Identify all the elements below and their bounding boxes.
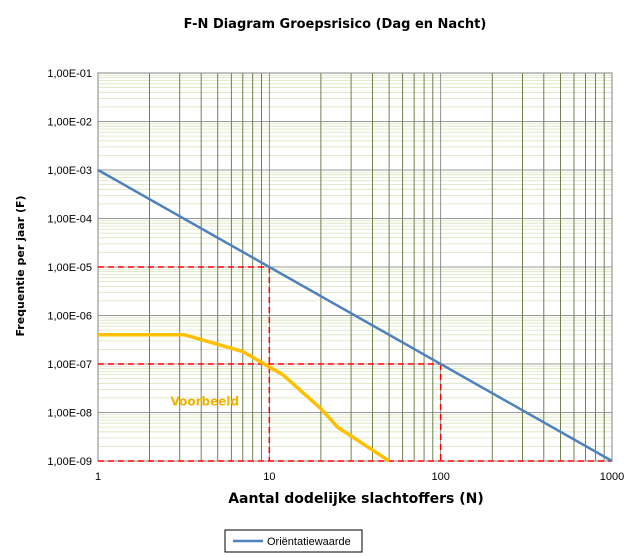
- x-tick-label: 10: [263, 471, 275, 483]
- tick-labels: 1,00E-09 1,00E-08 1,00E-07 1,00E-06 1,00E-05…: [47, 68, 624, 483]
- y-axis-title: Frequentie per jaar (F): [14, 195, 27, 336]
- y-tick-label: 1,00E-06: [47, 311, 92, 323]
- y-tick-label: 1,00E-02: [47, 117, 92, 129]
- annotations: Voorbeeld: [170, 394, 239, 408]
- legend-box: [224, 529, 363, 553]
- legend-label: Oriëntatiewaarde: [267, 536, 351, 548]
- y-tick-label: 1,00E-09: [47, 456, 92, 468]
- y-tick-label: 1,00E-07: [47, 359, 92, 371]
- y-tick-label: 1,00E-08: [47, 408, 92, 420]
- y-tick-label: 1,00E-04: [47, 214, 92, 226]
- y-tick-label: 1,00E-05: [47, 262, 92, 274]
- annotation-label: Voorbeeld: [170, 394, 239, 408]
- series-line-voorbeeld: [98, 333, 391, 463]
- x-tick-label: 100: [431, 471, 449, 483]
- y-tick-label: 1,00E-01: [47, 68, 92, 80]
- series-layer: [97, 168, 613, 463]
- x-axis-title: Aantal dodelijke slachtoffers (N): [228, 491, 484, 507]
- reference-lines: [98, 266, 612, 462]
- series-line-orientatiewaarde: [97, 168, 613, 463]
- x-tick-label: 1000: [600, 471, 624, 483]
- y-tick-label: 1,00E-03: [47, 165, 92, 177]
- legend: Oriëntatiewaarde: [224, 529, 363, 553]
- x-tick-label: 1: [95, 471, 101, 483]
- chart-title: F-N Diagram Groepsrisico (Dag en Nacht): [184, 17, 487, 32]
